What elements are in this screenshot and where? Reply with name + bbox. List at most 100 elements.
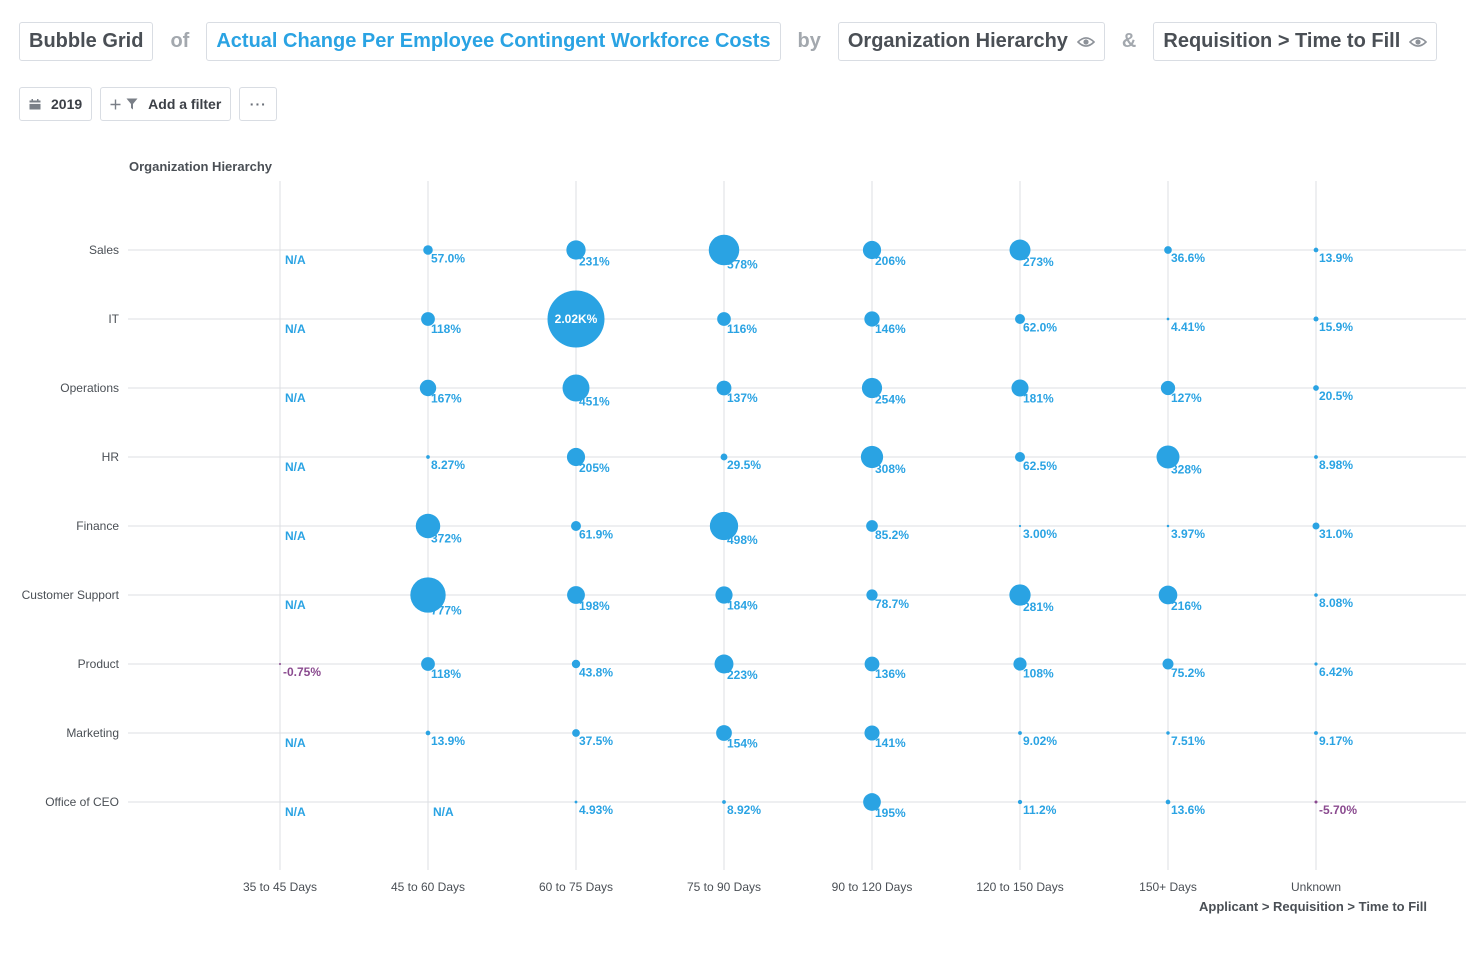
add-filter-label: Add a filter xyxy=(148,96,222,112)
bubble xyxy=(1009,239,1031,261)
bubble xyxy=(425,730,431,736)
bubble xyxy=(722,800,726,804)
data-label: 13.6% xyxy=(1171,803,1205,817)
chart-type-selector[interactable]: Bubble Grid xyxy=(19,22,154,61)
data-label: N/A xyxy=(285,391,306,405)
data-label: 2.02K% xyxy=(555,312,598,326)
dimension1-selector[interactable]: Organization Hierarchy xyxy=(837,22,1105,61)
data-label: 198% xyxy=(579,599,610,613)
bubble xyxy=(717,312,731,326)
bubble xyxy=(720,453,728,461)
plus-icon xyxy=(110,99,121,109)
eye-icon[interactable] xyxy=(1409,36,1428,48)
bubble xyxy=(860,445,884,469)
data-label: N/A xyxy=(285,322,306,336)
bubble xyxy=(1166,731,1170,735)
y-tick-label: Office of CEO xyxy=(45,795,119,809)
bubble xyxy=(1165,799,1171,805)
data-label: N/A xyxy=(285,529,306,543)
data-label: 184% xyxy=(727,599,758,613)
y-tick-label: Operations xyxy=(60,381,119,395)
bubble xyxy=(574,800,578,804)
eye-icon[interactable] xyxy=(1076,36,1095,48)
bubble xyxy=(716,380,732,396)
x-tick-label: 60 to 75 Days xyxy=(539,880,613,894)
data-label: N/A xyxy=(285,460,306,474)
x-tick-label: 45 to 60 Days xyxy=(391,880,465,894)
data-label: 154% xyxy=(727,736,758,750)
x-tick-label: 35 to 45 Days xyxy=(243,880,317,894)
data-label: 61.9% xyxy=(579,528,613,542)
bubble xyxy=(1314,662,1318,666)
data-label: 15.9% xyxy=(1319,320,1353,334)
bubble xyxy=(861,377,883,399)
date-filter-label: 2019 xyxy=(51,96,83,112)
bubble xyxy=(866,589,878,601)
data-label: 118% xyxy=(431,322,461,336)
bubble xyxy=(1017,799,1023,805)
data-label: 498% xyxy=(727,533,758,547)
data-label: 231% xyxy=(579,254,610,268)
data-label: 11.2% xyxy=(1023,803,1057,817)
add-filter-button[interactable]: Add a filter xyxy=(100,87,232,121)
data-label: 118% xyxy=(431,667,461,681)
dimension1-label: Organization Hierarchy xyxy=(847,30,1068,52)
dimension2-selector[interactable]: Requisition > Time to Fill xyxy=(1153,22,1438,61)
data-label: 372% xyxy=(431,532,462,546)
metric-selector[interactable]: Actual Change Per Employee Contingent Wo… xyxy=(206,22,781,61)
data-label: 281% xyxy=(1023,600,1054,614)
data-label: N/A xyxy=(285,253,306,267)
data-label: N/A xyxy=(285,598,306,612)
x-tick-label: 120 to 150 Days xyxy=(976,880,1063,894)
data-label: N/A xyxy=(433,805,454,819)
filter-toolbar: 2019 Add a filter ··· xyxy=(19,87,278,121)
x-tick-label: Unknown xyxy=(1291,880,1341,894)
bubble xyxy=(1313,316,1319,322)
data-label: 4.93% xyxy=(579,803,613,817)
y-axis-title: Organization Hierarchy xyxy=(129,159,273,174)
bubble xyxy=(421,312,435,326)
more-options-button[interactable]: ··· xyxy=(239,87,278,121)
bubble xyxy=(1013,657,1027,671)
bubble xyxy=(426,455,430,459)
bubble xyxy=(1314,593,1318,597)
data-label: 43.8% xyxy=(579,665,613,679)
data-label: 13.9% xyxy=(431,734,465,748)
data-label: 108% xyxy=(1023,667,1054,681)
data-label: 36.6% xyxy=(1171,251,1205,265)
bubble xyxy=(1018,524,1022,528)
data-label: 7.51% xyxy=(1171,734,1205,748)
bubble xyxy=(572,729,580,737)
data-label: 254% xyxy=(875,393,906,407)
data-label: 181% xyxy=(1023,392,1054,406)
data-label: 206% xyxy=(875,254,906,268)
bubble xyxy=(1313,385,1319,391)
data-label: 216% xyxy=(1171,599,1202,613)
x-axis-title: Applicant > Requisition > Time to Fill xyxy=(1199,899,1427,914)
y-tick-label: Customer Support xyxy=(22,588,120,602)
y-tick-label: HR xyxy=(102,450,120,464)
bubble xyxy=(864,311,880,327)
bubble xyxy=(1009,584,1031,606)
data-label: 141% xyxy=(875,736,906,750)
data-label: 578% xyxy=(727,257,758,271)
y-tick-label: IT xyxy=(108,312,119,326)
bubble xyxy=(866,520,878,532)
data-label: 13.9% xyxy=(1319,251,1353,265)
y-tick-label: Sales xyxy=(89,243,119,257)
data-label: N/A xyxy=(285,805,306,819)
bubble xyxy=(567,586,585,604)
bubble xyxy=(1313,247,1319,253)
bubble xyxy=(864,725,880,741)
bubble xyxy=(714,654,734,674)
bubbles: N/A 57.0% 231% 578% 206% 273% 36.6% 13.9% N/A 118… xyxy=(279,234,1357,820)
x-tick-label: 90 to 120 Days xyxy=(832,880,913,894)
bubble xyxy=(562,374,590,402)
date-filter-button[interactable]: 2019 xyxy=(19,87,93,121)
data-label: 9.17% xyxy=(1319,734,1353,748)
and-connector: & xyxy=(1121,30,1137,52)
data-label: 62.0% xyxy=(1023,321,1057,335)
data-label: 62.5% xyxy=(1023,459,1057,473)
data-label: -0.75% xyxy=(283,665,321,679)
bubble xyxy=(1312,522,1320,530)
